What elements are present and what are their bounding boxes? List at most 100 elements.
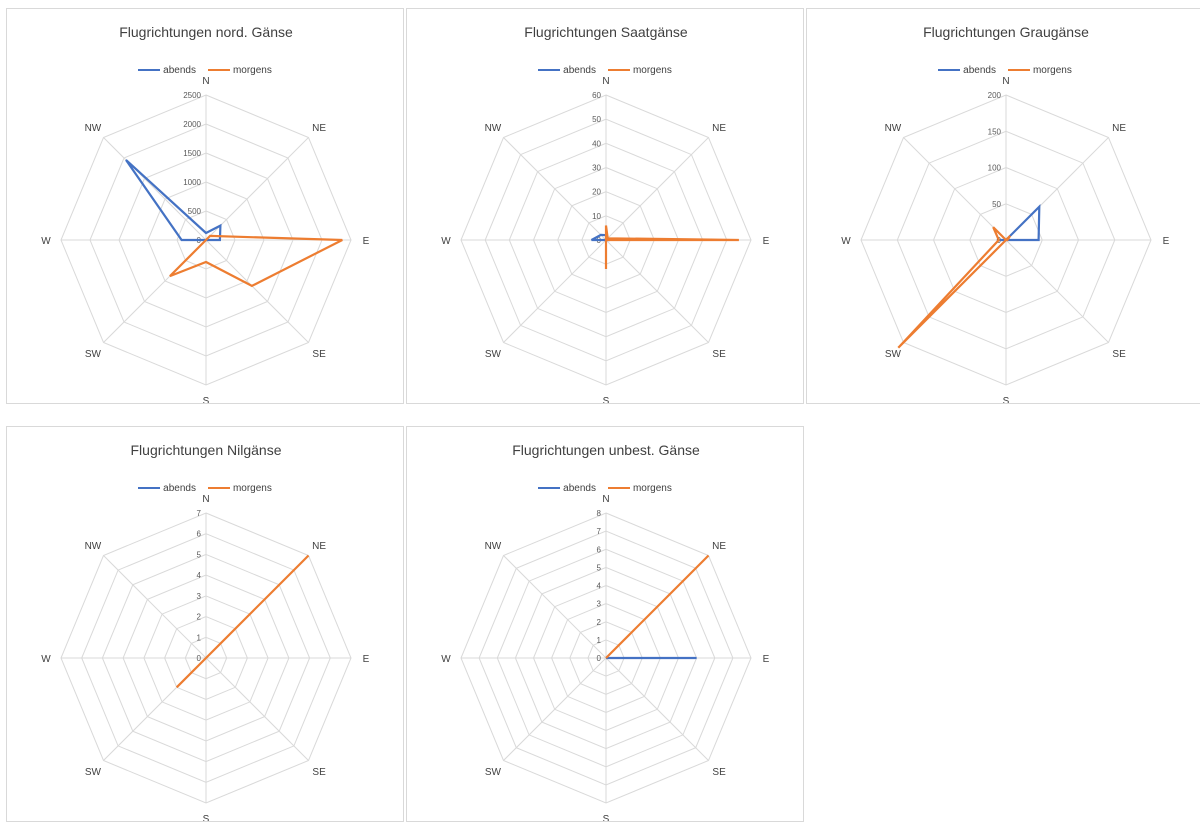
legend-swatch — [138, 487, 161, 489]
legend-item-morgens: morgens — [607, 65, 672, 76]
category-label-s: S — [203, 396, 210, 404]
category-label-se: SE — [1112, 349, 1126, 360]
category-label-sw: SW — [485, 349, 502, 360]
legend-swatch — [607, 487, 630, 489]
category-label-n: N — [202, 494, 209, 505]
radar-chart: Flugrichtungen nord. GänseNNEESESSWWNW05… — [41, 24, 370, 404]
category-label-se: SE — [312, 767, 326, 778]
category-label-ne: NE — [312, 123, 326, 134]
radar-chart: Flugrichtungen unbest. Gänse N NE E SE S SW W NW… — [441, 442, 770, 821]
category-label-s: S — [1003, 396, 1010, 404]
spoke-se — [605, 239, 709, 343]
chart-title: Flugrichtungen Graugänse — [923, 24, 1089, 40]
chart-panel-2: Flugrichtungen Saatgänse N NE E SE S SW W NW 0 10 2… — [406, 8, 804, 404]
legend: abends morgens — [7, 481, 403, 495]
legend-swatch — [607, 69, 630, 71]
category-label-e: E — [363, 654, 370, 665]
tick-label: 0 — [597, 654, 602, 663]
category-label-ne: NE — [312, 541, 326, 552]
tick-label: 10 — [592, 212, 601, 221]
legend-item-abends: abends — [138, 65, 196, 76]
legend-item-morgens: morgens — [607, 483, 672, 494]
spoke-se — [205, 239, 309, 343]
tick-label: 50 — [592, 115, 601, 124]
spoke-nw — [503, 137, 607, 241]
category-label-e: E — [763, 236, 770, 247]
tick-label: 0 — [197, 654, 202, 663]
series-line-morgens — [169, 234, 343, 288]
series-line-morgens — [175, 554, 310, 689]
tick-label: 50 — [992, 200, 1001, 209]
category-label-e: E — [363, 236, 370, 247]
tick-label: 20 — [592, 188, 601, 197]
tick-label: 6 — [197, 530, 202, 539]
legend-label: abends — [563, 64, 596, 76]
tick-label: 5 — [597, 563, 602, 572]
legend: abends morgens — [407, 481, 803, 495]
tick-label: 500 — [188, 207, 202, 216]
category-label-n: N — [1002, 76, 1009, 87]
category-label-n: N — [202, 76, 209, 87]
chart-panel-3: Flugrichtungen Graugänse N NE E SE S SW W NW 0 50 1… — [806, 8, 1200, 404]
tick-label: 100 — [988, 164, 1002, 173]
chart-panel-1: Flugrichtungen nord. Gänse N NE E SE S SW W NW 0 5… — [6, 8, 404, 404]
category-label-ne: NE — [712, 123, 726, 134]
legend-item-abends: abends — [138, 483, 196, 494]
category-label-ne: NE — [712, 541, 726, 552]
tick-label: 1500 — [183, 149, 201, 158]
category-label-sw: SW — [485, 767, 502, 778]
chart-title: Flugrichtungen Saatgänse — [524, 24, 688, 40]
legend-label: abends — [163, 482, 196, 494]
category-label-nw: NW — [485, 541, 502, 552]
legend-label: abends — [563, 482, 596, 494]
category-label-nw: NW — [85, 123, 102, 134]
category-label-nw: NW — [885, 123, 902, 134]
category-label-w: W — [441, 654, 451, 665]
tick-label: 5 — [197, 550, 202, 559]
legend-label: abends — [963, 64, 996, 76]
legend-item-abends: abends — [538, 65, 596, 76]
tick-label: 2500 — [183, 91, 201, 100]
legend-swatch — [138, 69, 161, 71]
spoke-nw — [503, 555, 607, 659]
category-label-nw: NW — [85, 541, 102, 552]
legend: abends morgens — [407, 63, 803, 77]
legend-label: morgens — [1032, 64, 1072, 76]
tick-label: 8 — [597, 509, 602, 518]
legend: abends morgens — [807, 63, 1200, 77]
tick-label: 2 — [197, 613, 202, 622]
category-label-n: N — [602, 76, 609, 87]
legend: abends morgens — [7, 63, 403, 77]
tick-label: 60 — [592, 91, 601, 100]
category-label-se: SE — [712, 349, 726, 360]
category-label-w: W — [41, 236, 51, 247]
legend-item-abends: abends — [938, 65, 996, 76]
legend-label: morgens — [232, 482, 272, 494]
tick-label: 1 — [597, 636, 602, 645]
tick-label: 1000 — [183, 178, 201, 187]
spoke-nw — [103, 555, 207, 659]
category-label-se: SE — [712, 767, 726, 778]
spoke-se — [605, 657, 709, 761]
legend-swatch — [538, 69, 561, 71]
chart-panel-4: Flugrichtungen Nilgänse N NE E SE S SW W NW 0 1 2 3 4… — [6, 426, 404, 822]
legend-item-morgens: morgens — [1007, 64, 1072, 76]
chart-title: Flugrichtungen Nilgänse — [131, 442, 282, 458]
legend-swatch — [207, 69, 230, 71]
spoke-nw — [103, 137, 207, 241]
category-label-sw: SW — [885, 349, 902, 360]
tick-label: 30 — [592, 164, 601, 173]
spoke-ne — [605, 137, 709, 241]
spoke-se — [1005, 239, 1109, 343]
tick-label: 4 — [597, 582, 602, 591]
category-label-e: E — [763, 654, 770, 665]
legend-swatch — [938, 69, 961, 71]
tick-label: 7 — [197, 509, 202, 518]
series-line-abends — [998, 203, 1041, 242]
category-label-s: S — [603, 396, 610, 404]
legend-item-morgens: morgens — [207, 65, 272, 76]
category-label-ne: NE — [1112, 123, 1126, 134]
category-label-sw: SW — [85, 767, 102, 778]
tick-label: 1 — [197, 633, 202, 642]
tick-label: 4 — [197, 571, 202, 580]
